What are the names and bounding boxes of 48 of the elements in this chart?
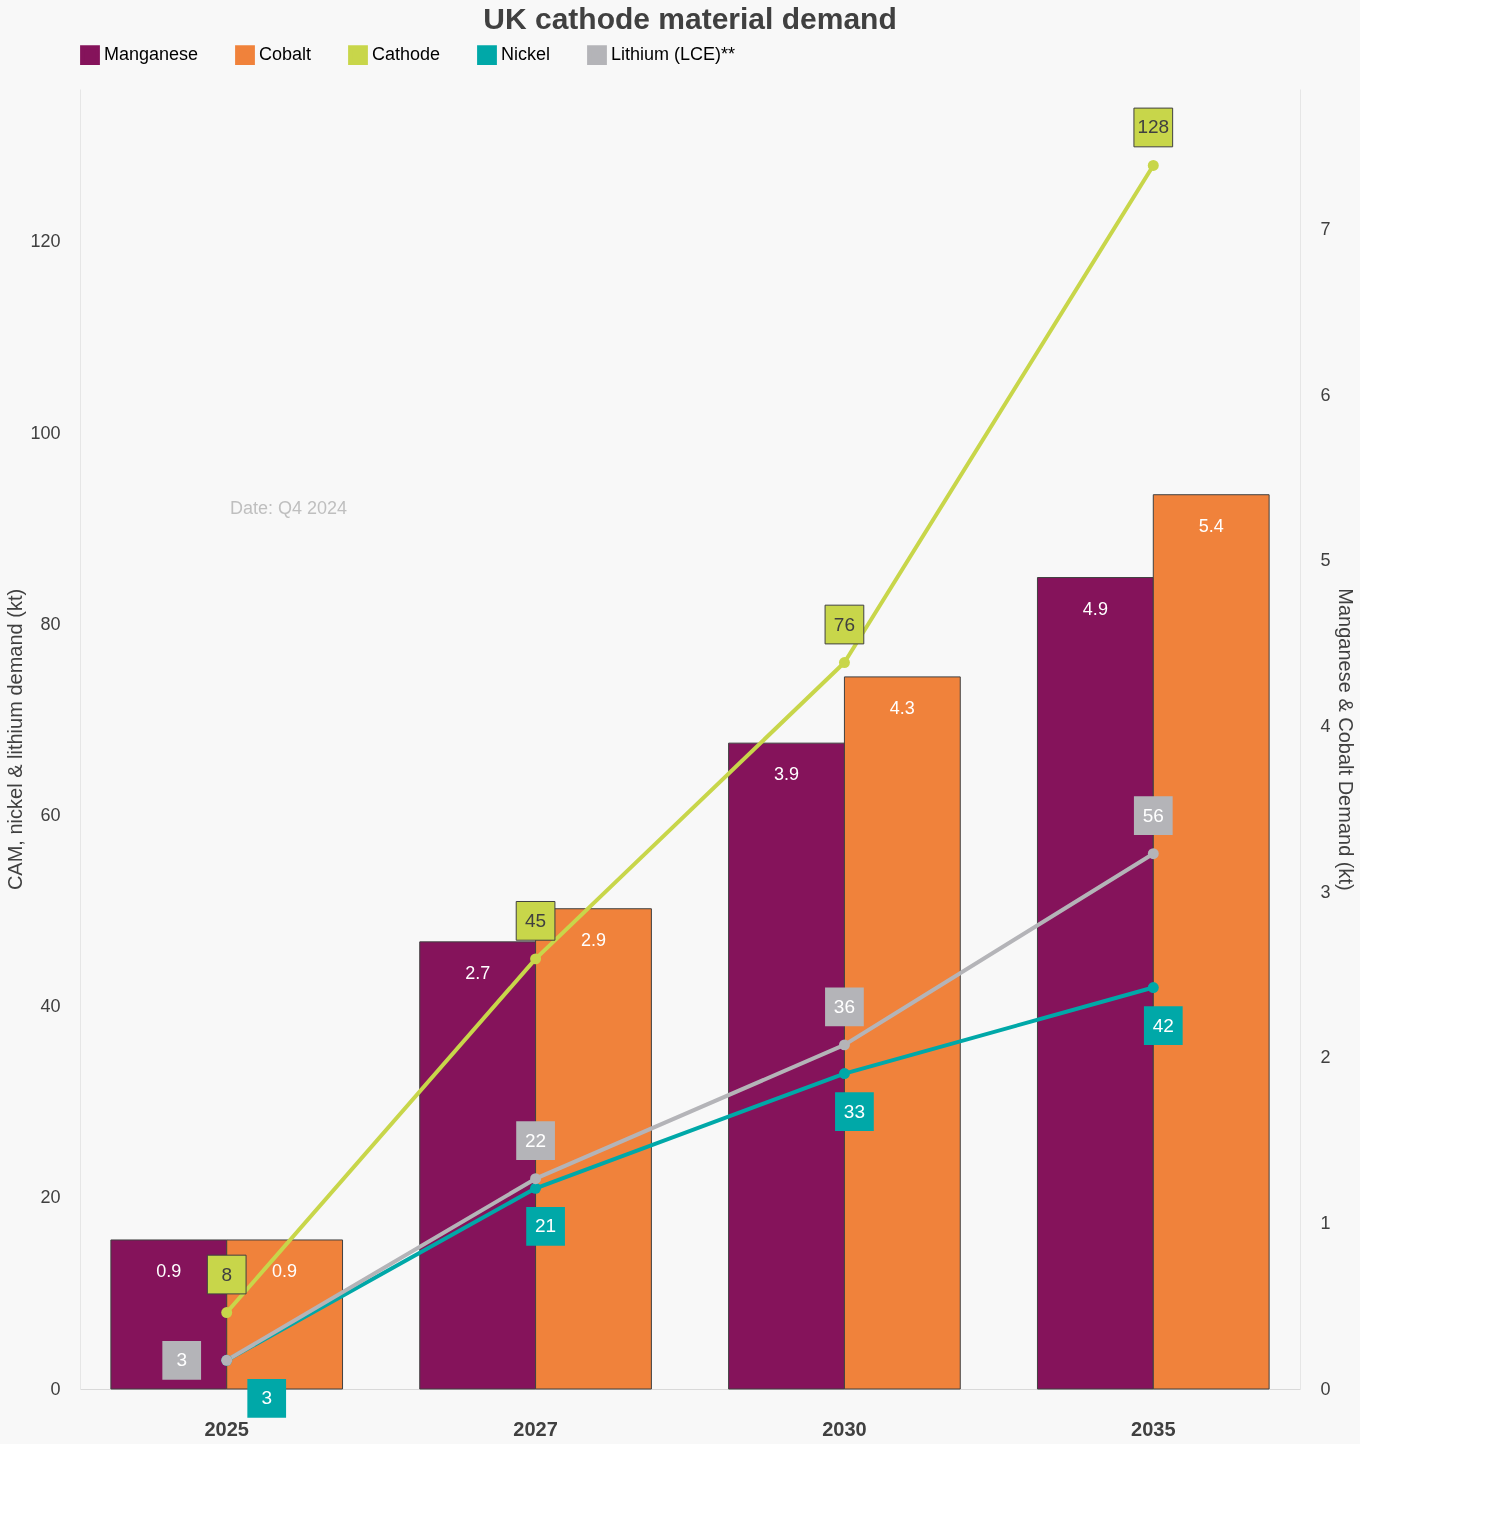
legend-label: Cobalt — [259, 44, 312, 65]
legend-label: Cathode — [372, 44, 441, 65]
y-tick-label: 40 — [40, 996, 61, 1017]
chart-title: UK cathode material demand — [483, 2, 897, 35]
data-label: 33 — [843, 1100, 865, 1122]
legend-label: Lithium (LCE)** — [611, 44, 736, 65]
data-label: 45 — [525, 909, 547, 931]
x-tick-label: 2030 — [822, 1417, 867, 1440]
data-label: 128 — [1137, 116, 1170, 138]
y2-tick-label: 3 — [1320, 881, 1331, 902]
data-label: 56 — [1142, 804, 1164, 826]
y2-tick-label: 7 — [1320, 219, 1331, 240]
x-tick-label: 2025 — [204, 1417, 249, 1440]
y-tick-label: 80 — [40, 613, 61, 634]
data-label: 4.3 — [889, 697, 915, 718]
y2-tick-label: 1 — [1320, 1212, 1331, 1233]
data-label: 0.9 — [156, 1260, 182, 1281]
data-label: 2.9 — [580, 929, 606, 950]
data-label: 4.9 — [1082, 598, 1108, 619]
x-tick-label: 2035 — [1131, 1417, 1176, 1440]
data-label: 0.9 — [272, 1260, 298, 1281]
y-tick-label: 60 — [40, 804, 61, 825]
data-label: 22 — [525, 1129, 547, 1151]
y2-axis-title: Manganese & Cobalt Demand (kt) — [1334, 588, 1357, 891]
y-tick-label: 120 — [30, 231, 61, 252]
data-label: 5.4 — [1198, 515, 1224, 536]
data-label: 76 — [833, 613, 855, 635]
data-label: 8 — [221, 1263, 232, 1285]
data-label: 3.9 — [774, 764, 800, 785]
data-label: 36 — [833, 995, 855, 1017]
data-label: 21 — [535, 1215, 557, 1237]
y-tick-label: 100 — [30, 422, 61, 443]
y2-tick-label: 6 — [1320, 384, 1331, 405]
data-label: 2.7 — [465, 962, 491, 983]
annotation: Date: Q4 2024 — [230, 498, 348, 518]
data-label: 42 — [1152, 1014, 1174, 1036]
y2-tick-label: 0 — [1320, 1378, 1331, 1399]
legend-label: Nickel — [501, 44, 551, 65]
y2-tick-label: 2 — [1320, 1047, 1331, 1068]
y-tick-label: 20 — [40, 1187, 61, 1208]
data-label: 3 — [261, 1387, 272, 1409]
y2-tick-label: 5 — [1320, 550, 1331, 571]
data-label: 3 — [176, 1349, 187, 1371]
y2-tick-label: 4 — [1320, 716, 1331, 737]
legend-label: Manganese — [104, 44, 199, 65]
y-tick-label: 0 — [50, 1378, 61, 1399]
x-tick-label: 2027 — [513, 1417, 558, 1440]
y-axis-title: CAM, nickel & lithium demand (kt) — [4, 588, 27, 891]
